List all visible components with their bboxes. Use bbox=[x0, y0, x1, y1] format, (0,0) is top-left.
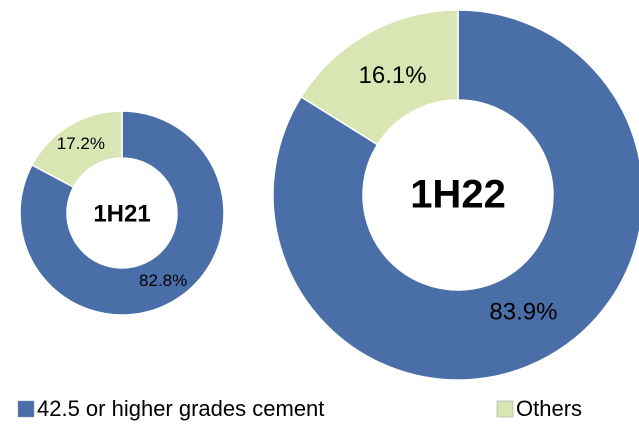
donut-slice bbox=[19, 110, 225, 316]
donut-slice bbox=[272, 9, 639, 381]
donut-slice bbox=[300, 9, 459, 146]
legend-label: Others bbox=[516, 396, 582, 421]
legend-swatch bbox=[496, 400, 514, 418]
data-label: 82.8% bbox=[139, 271, 187, 290]
legend-label: 42.5 or higher grades cement bbox=[37, 396, 324, 421]
chart-title: 1H21 bbox=[93, 200, 150, 227]
data-label: 83.9% bbox=[489, 298, 557, 325]
data-label: 16.1% bbox=[359, 62, 427, 89]
donut-slice bbox=[30, 110, 123, 189]
data-label: 17.2% bbox=[57, 134, 105, 153]
chart-title: 1H22 bbox=[410, 173, 506, 217]
legend-swatch bbox=[17, 400, 35, 418]
